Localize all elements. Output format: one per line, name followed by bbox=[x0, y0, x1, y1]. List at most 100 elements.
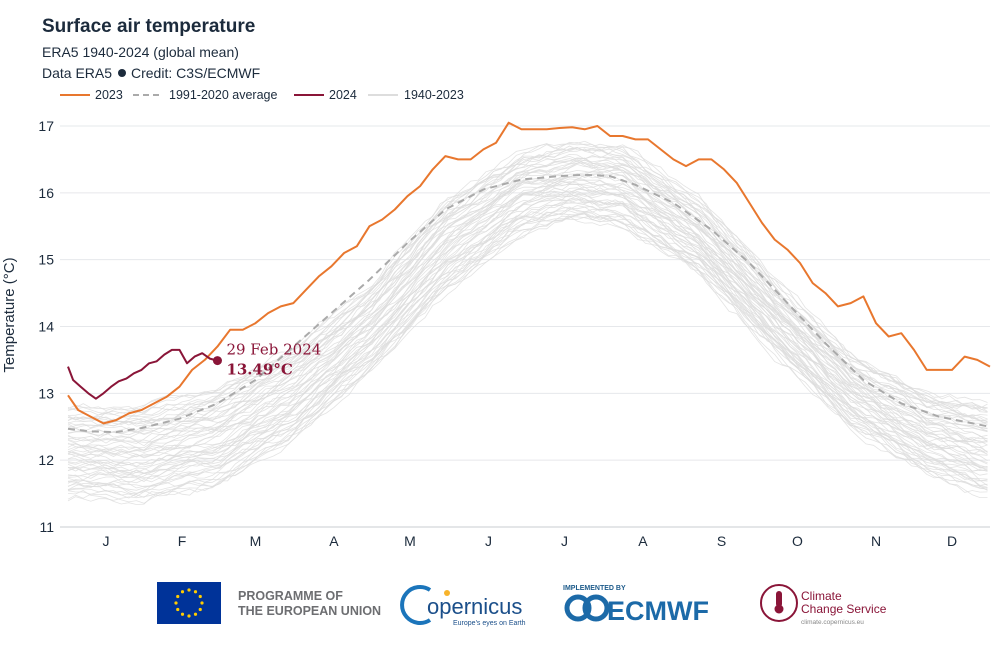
x-tick-label: J bbox=[485, 533, 492, 549]
ecmwf-implemented-by: IMPLEMENTED BY bbox=[563, 585, 626, 592]
historical-year-line bbox=[67, 212, 988, 496]
historical-year-line bbox=[67, 158, 988, 433]
historical-year-line bbox=[67, 216, 988, 504]
x-tick-label: A bbox=[638, 533, 648, 549]
c3s-line1: Climate bbox=[801, 589, 842, 603]
historical-year-line bbox=[67, 148, 988, 421]
y-tick-label: 12 bbox=[38, 452, 54, 468]
x-tick-label: S bbox=[717, 533, 726, 549]
historical-year-line bbox=[67, 213, 988, 505]
historical-year-line bbox=[67, 146, 988, 419]
historical-year-line bbox=[67, 198, 988, 479]
credit-suffix: Credit: C3S/ECMWF bbox=[131, 65, 260, 81]
x-tick-label: J bbox=[561, 533, 568, 549]
legend: 2023 1991-2020 average 2024 1940-2023 bbox=[60, 88, 464, 102]
eu-star bbox=[198, 607, 202, 612]
eu-line1: PROGRAMME OF bbox=[238, 589, 343, 603]
eu-star bbox=[176, 594, 180, 599]
historical-year-line bbox=[67, 169, 988, 444]
eu-flag-icon bbox=[157, 582, 221, 624]
eu-logo: PROGRAMME OF THE EUROPEAN UNION bbox=[157, 582, 381, 624]
legend-label-2023[interactable]: 2023 bbox=[95, 88, 123, 102]
legend-label-1940-2023[interactable]: 1940-2023 bbox=[404, 88, 464, 102]
x-tick-label: M bbox=[404, 533, 416, 549]
historical-year-line bbox=[67, 168, 988, 444]
ecmwf-name: ECMWF bbox=[607, 596, 709, 626]
y-tick-label: 11 bbox=[39, 519, 54, 535]
historical-year-line bbox=[67, 215, 988, 491]
x-tick-label: F bbox=[178, 533, 187, 549]
eu-star bbox=[193, 590, 198, 594]
y-axis-label: Temperature (°C) bbox=[1, 257, 18, 372]
credit-prefix: Data ERA5 bbox=[42, 65, 112, 81]
axis-layer: 11 12 13 14 15 16 17 J F M A M J J A S O N D bbox=[38, 118, 957, 549]
x-tick-label: N bbox=[871, 533, 881, 549]
ecmwf-swirl-icon bbox=[564, 594, 610, 622]
copernicus-dot-icon bbox=[444, 590, 450, 596]
historical-year-line bbox=[67, 143, 988, 411]
eu-star bbox=[198, 594, 202, 599]
copernicus-logo: opernicus Europe's eyes on Earth bbox=[400, 585, 526, 627]
copernicus-name: opernicus bbox=[427, 594, 522, 619]
c3s-line2: Change Service bbox=[801, 602, 887, 616]
grid-layer bbox=[60, 125, 990, 528]
highlight-point[interactable] bbox=[212, 356, 222, 366]
series-line-2023[interactable] bbox=[67, 121, 991, 425]
historical-year-line bbox=[67, 198, 988, 482]
historical-year-line bbox=[67, 145, 988, 423]
y-tick-label: 14 bbox=[38, 319, 54, 335]
copernicus-c-icon bbox=[400, 585, 432, 625]
historical-year-line bbox=[67, 205, 988, 489]
x-tick-label: O bbox=[792, 533, 803, 549]
c3s-logo: Climate Change Service climate.copernicu… bbox=[760, 584, 887, 626]
historical-year-line bbox=[67, 198, 988, 482]
y-tick-label: 13 bbox=[38, 385, 54, 401]
historical-year-line bbox=[67, 193, 988, 480]
eu-star bbox=[187, 614, 191, 618]
x-tick-label: D bbox=[947, 533, 957, 549]
eu-star bbox=[193, 612, 198, 616]
historical-year-line bbox=[67, 183, 988, 459]
historical-band-1940-2023 bbox=[67, 140, 988, 505]
c3s-thermometer-icon bbox=[776, 591, 782, 607]
c3s-url: climate.copernicus.eu bbox=[801, 619, 864, 626]
eu-star bbox=[200, 601, 204, 605]
copernicus-tagline: Europe's eyes on Earth bbox=[453, 620, 526, 627]
eu-stars-icon bbox=[174, 588, 204, 618]
historical-year-line bbox=[67, 163, 988, 439]
eu-star bbox=[174, 601, 178, 605]
series-layer bbox=[67, 121, 991, 434]
historical-year-line bbox=[67, 195, 988, 474]
historical-year-line bbox=[67, 162, 988, 433]
series-line-1991-2020-average[interactable] bbox=[67, 173, 991, 434]
x-tick-label: A bbox=[329, 533, 339, 549]
series-line-2024[interactable] bbox=[67, 348, 218, 400]
y-tick-label: 17 bbox=[38, 118, 54, 134]
y-tick-label: 15 bbox=[38, 252, 54, 268]
c3s-circle-icon bbox=[760, 584, 798, 622]
historical-year-line bbox=[67, 190, 988, 474]
eu-star bbox=[180, 590, 185, 594]
historical-year-line bbox=[67, 157, 988, 436]
historical-year-line bbox=[67, 181, 988, 456]
x-tick-label: J bbox=[102, 533, 109, 549]
legend-label-2024[interactable]: 2024 bbox=[329, 88, 357, 102]
legend-label-average[interactable]: 1991-2020 average bbox=[169, 88, 277, 102]
historical-year-line bbox=[67, 161, 988, 442]
x-tick-label: M bbox=[250, 533, 262, 549]
ecmwf-logo: IMPLEMENTED BY ECMWF bbox=[563, 585, 709, 626]
eu-star bbox=[176, 607, 180, 612]
annotation-value: 13.49°C bbox=[226, 361, 292, 379]
annotation-date: 29 Feb 2024 bbox=[226, 341, 321, 359]
credit-bullet-icon bbox=[118, 69, 126, 77]
historical-year-line bbox=[67, 143, 988, 417]
y-tick-label: 16 bbox=[38, 185, 54, 201]
chart-subtitle: ERA5 1940-2024 (global mean) bbox=[42, 44, 239, 60]
historical-year-line bbox=[67, 206, 988, 488]
historical-year-line bbox=[67, 160, 988, 437]
historical-year-line bbox=[67, 205, 988, 488]
chart-title: Surface air temperature bbox=[42, 16, 255, 37]
historical-year-line bbox=[67, 186, 988, 466]
historical-year-line bbox=[67, 201, 988, 487]
